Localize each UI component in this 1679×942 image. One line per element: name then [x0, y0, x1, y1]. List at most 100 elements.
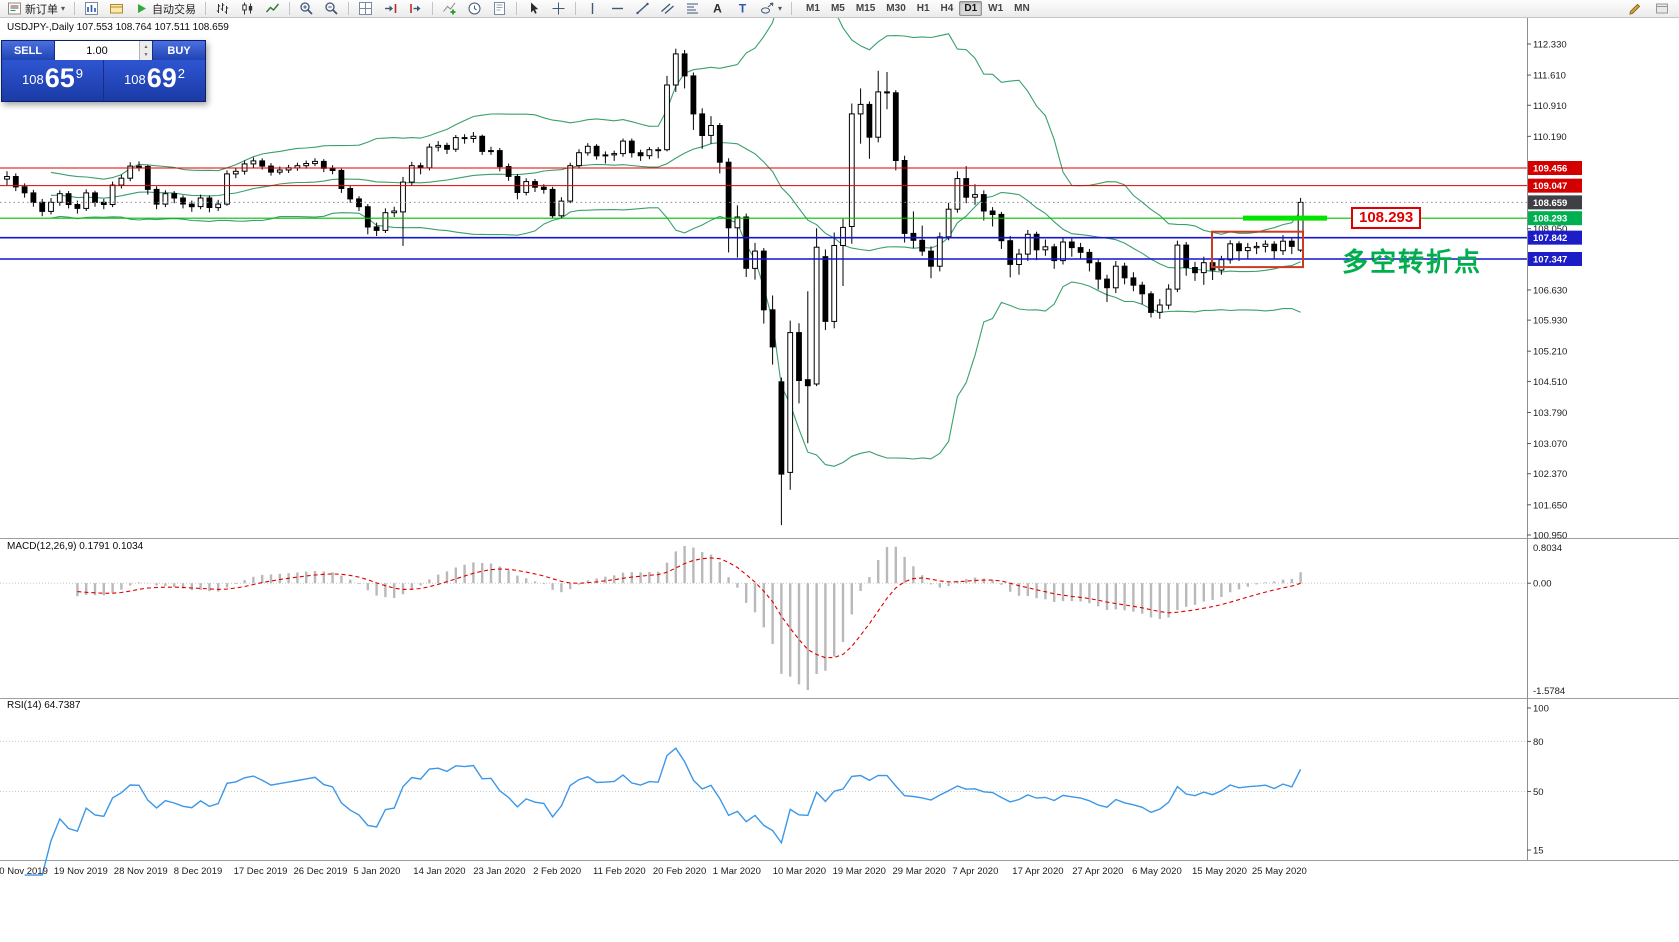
chart-shift-icon: [410, 4, 421, 13]
timeframe-button-m15[interactable]: M15: [855, 3, 876, 14]
fibonacci-tool-button[interactable]: [681, 1, 704, 17]
pencil-icon: [1629, 3, 1641, 15]
timeframe-button-h4[interactable]: H4: [940, 3, 954, 14]
toolbar-separator: [791, 2, 793, 15]
spinner-down-icon[interactable]: ▼: [143, 51, 149, 58]
svg-text:1 Mar 2020: 1 Mar 2020: [713, 866, 761, 877]
chart-legend: USDJPY-,Daily 107.553 108.764 107.511 10…: [7, 22, 229, 33]
timeframe-button-h1[interactable]: H1: [916, 3, 930, 14]
periods-button[interactable]: [463, 1, 486, 17]
consolidation-highlight-box[interactable]: [1211, 230, 1304, 269]
time-axis[interactable]: 10 Nov 2019 19 Nov 2019 28 Nov 2019 8 Dec 2…: [0, 866, 1307, 877]
timeframe-button-w1[interactable]: W1: [988, 3, 1004, 14]
cursor-tool-button[interactable]: [522, 1, 545, 17]
text-label-t-icon: T: [739, 2, 747, 16]
line-chart-mode-button[interactable]: [261, 1, 284, 17]
panel-toggle-button[interactable]: [1651, 1, 1674, 17]
timeframe-button-m5[interactable]: M5: [830, 3, 845, 14]
buy-pip-fraction: 2: [177, 66, 185, 81]
horizontal-line-tool-button[interactable]: [606, 1, 629, 17]
crosshair-tool-button[interactable]: [547, 1, 570, 17]
price-chart[interactable]: 112.330 111.610 110.910 110.190 108.050 106.6…: [0, 18, 1679, 942]
toolbar-separator: [348, 2, 350, 15]
channel-tool-button[interactable]: [656, 1, 679, 17]
zoom-in-button[interactable]: [295, 1, 318, 17]
svg-text:50: 50: [1533, 787, 1544, 798]
toolbar-separator: [205, 2, 207, 15]
svg-text:102.370: 102.370: [1533, 469, 1567, 480]
tile-windows-button[interactable]: [354, 1, 377, 17]
lot-spinner[interactable]: ▲ ▼: [139, 41, 152, 60]
zoom-out-button[interactable]: [320, 1, 343, 17]
trendline-tool-button[interactable]: [631, 1, 654, 17]
lot-size-input[interactable]: [55, 41, 139, 60]
sell-pips: 65: [44, 63, 75, 93]
price-callout-box[interactable]: 108.293: [1351, 207, 1422, 229]
chart-shift-button[interactable]: [404, 1, 427, 17]
indicators-button[interactable]: [438, 1, 461, 17]
svg-text:107.347: 107.347: [1533, 254, 1567, 265]
svg-text:104.510: 104.510: [1533, 377, 1567, 388]
toolbar-separator: [575, 2, 577, 15]
fibonacci-icon: [687, 3, 699, 14]
price-badge-108.293: [1528, 211, 1582, 226]
price-divider: [103, 60, 104, 101]
svg-text:20 Feb 2020: 20 Feb 2020: [653, 866, 706, 877]
spinner-up-icon[interactable]: ▲: [143, 43, 149, 50]
svg-text:29 Mar 2020: 29 Mar 2020: [893, 866, 946, 877]
profiles-button[interactable]: [105, 1, 128, 17]
caret-down-icon: ▾: [61, 3, 66, 13]
buy-button[interactable]: BUY: [153, 41, 205, 60]
bar-chart-mode-button[interactable]: [211, 1, 234, 17]
svg-text:19 Nov 2019: 19 Nov 2019: [54, 866, 108, 877]
caret-down-icon: ▾: [778, 3, 783, 13]
macd-signal-line: [77, 557, 1301, 659]
templates-button[interactable]: [488, 1, 511, 17]
charts-button[interactable]: [80, 1, 103, 17]
svg-text:25 May 2020: 25 May 2020: [1252, 866, 1307, 877]
price-badge-109.047: [1528, 178, 1582, 193]
turning-point-annotation[interactable]: 多空转折点: [1342, 248, 1483, 278]
template-sheet-icon: [494, 2, 506, 15]
svg-text:27 Apr 2020: 27 Apr 2020: [1072, 866, 1123, 877]
pencil-tool-button[interactable]: [1624, 1, 1647, 17]
vertical-line-tool-button[interactable]: [581, 1, 604, 17]
one-click-trading-panel: SELL ▲ ▼ BUY 108 65 9 108 69 2: [1, 40, 206, 102]
sell-price[interactable]: 108 65 9: [2, 60, 103, 101]
buy-price[interactable]: 108 69 2: [104, 60, 205, 101]
new-order-button[interactable]: 新订单 ▾: [3, 1, 69, 17]
candlestick-mode-button[interactable]: [236, 1, 259, 17]
timeframe-button-m1[interactable]: M1: [806, 3, 820, 14]
sell-button[interactable]: SELL: [2, 41, 54, 60]
shapes-tool-button[interactable]: ▾: [756, 1, 786, 17]
timeframe-button-mn[interactable]: MN: [1014, 3, 1030, 14]
auto-trading-button[interactable]: 自动交易: [130, 1, 200, 17]
svg-text:103.070: 103.070: [1533, 439, 1567, 450]
svg-text:14 Jan 2020: 14 Jan 2020: [413, 866, 465, 877]
text-label-tool-button[interactable]: T: [731, 1, 754, 17]
svg-text:110.190: 110.190: [1533, 132, 1567, 143]
svg-text:103.790: 103.790: [1533, 408, 1567, 419]
candlestick-icon: [242, 2, 253, 15]
svg-text:17 Apr 2020: 17 Apr 2020: [1012, 866, 1063, 877]
svg-text:17 Dec 2019: 17 Dec 2019: [234, 866, 288, 877]
price-axis[interactable]: 112.330 111.610 110.910 110.190 108.050 106.6…: [1527, 40, 1582, 542]
vertical-line-icon: [591, 3, 594, 14]
auto-scroll-button[interactable]: [379, 1, 402, 17]
svg-text:105.930: 105.930: [1533, 316, 1567, 327]
text-tool-button[interactable]: A: [706, 1, 729, 17]
svg-text:112.330: 112.330: [1533, 40, 1567, 51]
svg-text:28 Nov 2019: 28 Nov 2019: [114, 866, 168, 877]
svg-text:100: 100: [1533, 704, 1549, 715]
svg-text:108.659: 108.659: [1533, 198, 1567, 209]
auto-trading-label: 自动交易: [152, 3, 197, 16]
zoom-in-icon: [300, 2, 313, 15]
price-badge-107.347: [1528, 251, 1582, 266]
toolbar-separator: [74, 2, 76, 15]
new-order-label: 新订单: [25, 3, 58, 16]
buy-pips: 69: [146, 63, 177, 93]
timeframe-button-m30[interactable]: M30: [886, 3, 906, 14]
timeframe-button-d1[interactable]: D1: [959, 1, 983, 16]
price-pane[interactable]: [0, 18, 1527, 526]
sell-big-figure: 108: [22, 72, 44, 87]
